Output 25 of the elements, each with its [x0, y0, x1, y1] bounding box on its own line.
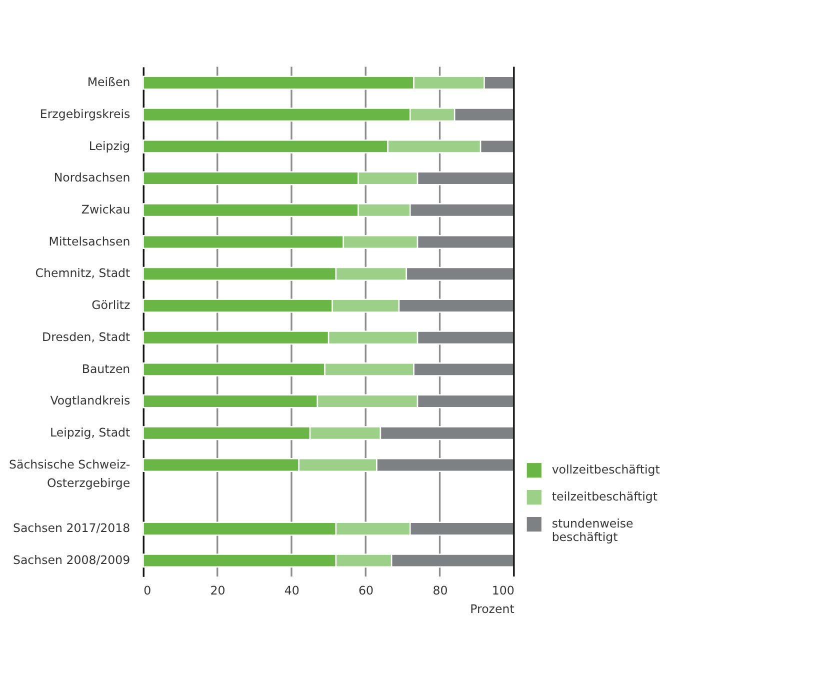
y-tick-label: Görlitz: [92, 298, 130, 312]
y-tick-label: Bautzen: [82, 362, 130, 376]
y-tick-label: Dresden, Stadt: [42, 330, 131, 344]
y-tick-label: Sächsische Schweiz-Osterzgebirge: [9, 457, 130, 490]
y-tick-label: Nordsachsen: [54, 170, 130, 185]
y-tick-label: Chemnitz, Stadt: [35, 266, 131, 280]
x-tick-label: 80: [432, 584, 448, 598]
legend-label: stundenweise beschäftigt: [552, 516, 634, 544]
x-tick-label: 0: [144, 584, 152, 598]
y-tick-label: Vogtlandkreis: [50, 394, 130, 408]
y-tick-label: Meißen: [87, 75, 130, 90]
y-tick-label: Zwickau: [81, 202, 130, 217]
y-tick-label: Leipzig, Stadt: [50, 426, 131, 440]
x-tick-label: 40: [284, 584, 300, 598]
x-tick-label: 100: [492, 584, 514, 598]
y-tick-label: Mittelsachsen: [48, 234, 130, 248]
x-tick-label: 60: [358, 584, 374, 598]
y-tick-label: Sachsen 2017/2018: [12, 521, 130, 536]
x-axis-title: Prozent: [470, 602, 515, 616]
legend-label: teilzeitbeschäftigt: [552, 490, 658, 504]
legend-label: vollzeitbeschäftigt: [552, 462, 660, 477]
y-tick-label: Erzgebirgskreis: [40, 106, 130, 121]
y-tick-label: Leipzig: [88, 138, 130, 153]
x-tick-label: 20: [210, 584, 226, 598]
y-tick-label: Sachsen 2008/2009: [12, 552, 130, 567]
